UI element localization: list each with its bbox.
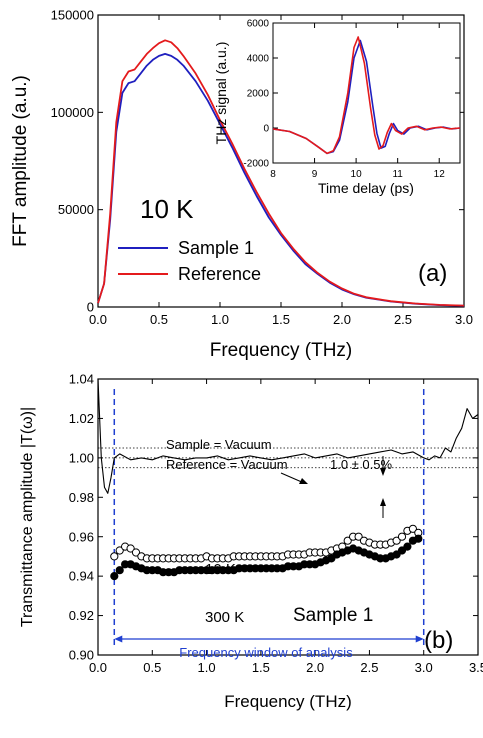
panel-b-frame: [97, 378, 479, 656]
arrowhead-tolerance-bottom: [380, 498, 386, 506]
series-300k-point: [403, 542, 412, 551]
series-300k-point: [110, 572, 119, 581]
arrowhead-tolerance-top: [380, 468, 386, 476]
panel-a-x-tick-label: 0.5: [150, 312, 168, 327]
panel-a-x-tick-label: 1.0: [211, 312, 229, 327]
panel-a-x-tick-label: 1.5: [272, 312, 290, 327]
window-arrowhead-left: [114, 635, 123, 643]
annotation-window: Frequency window of analysis: [179, 645, 353, 660]
annotation-sample-name: Sample 1: [293, 605, 373, 626]
inset-y-tick-label: 2000: [247, 89, 270, 100]
annotation-reference-vacuum: Reference = Vacuum: [166, 457, 288, 472]
panel-b-x-tick-label: 3.0: [415, 660, 433, 675]
panel-a-x-tick-label: 2.5: [394, 312, 412, 327]
series-10k-point: [354, 532, 363, 541]
panel-b-x-tick-label: 1.0: [198, 660, 216, 675]
panel-b-y-tick-label: 0.98: [69, 490, 94, 505]
panel-b-xlabel: Frequency (THz): [224, 692, 352, 711]
panel-b-ylabel: Transmittance amplitude |T(ω)|: [19, 407, 36, 627]
series-10k-point: [131, 548, 141, 557]
arrow-sample-vacuum: [280, 472, 305, 484]
panel-b-x-tick-label: 0.0: [89, 660, 107, 675]
panel-a-y-tick-label: 100000: [51, 105, 94, 120]
panel-b-y-tick-label: 1.04: [69, 372, 94, 387]
panel-b-x-tick-label: 2.5: [360, 660, 378, 675]
panel-b-label: (b): [424, 627, 453, 654]
panel-a-annotation: 10 K: [140, 194, 194, 224]
series-10k-point: [392, 536, 401, 545]
arrowhead-sample-vacuum: [299, 478, 308, 484]
annotation-sample-vacuum: Sample = Vacuum: [166, 437, 272, 452]
panel-a-xlabel: Frequency (THz): [210, 340, 353, 361]
panel-a-y-tick-label: 150000: [51, 8, 94, 23]
series-10k-point: [115, 546, 124, 555]
inset-x-tick-label: 11: [392, 169, 403, 180]
inset-plot: 8 9 10 11 12 -2000 0 2000 4000 6000 Time delay (p…: [213, 19, 461, 196]
inset-ylabel: THz signal (a.u.): [213, 42, 229, 145]
series-300k-point: [115, 566, 124, 575]
panel-b-x-tick-label: 2.0: [306, 660, 324, 675]
annotation-10k: 10 K: [205, 561, 236, 578]
series-300k-point: [327, 554, 336, 563]
panel-b: 0.0 0.5 1.0 1.5 2.0 2.5 3.0 3.5 0.90 0.92 0.94 0.96…: [19, 372, 483, 711]
series-10k-point: [408, 524, 417, 533]
panel-a-x-tick-label: 3.0: [455, 312, 473, 327]
arrows: [280, 456, 386, 518]
panel-b-y-tick-label: 1.02: [69, 411, 94, 426]
inset-y-tick-label: 6000: [247, 19, 270, 30]
panel-a-label: (a): [418, 260, 447, 287]
inset-x-tick-label: 10: [351, 169, 363, 180]
inset-series-reference-line: [272, 36, 461, 155]
inset-x-tick-label: 8: [270, 169, 276, 180]
panel-a-x-tick-label: 0.0: [89, 312, 107, 327]
panel-b-y-tick-label: 0.96: [69, 529, 94, 544]
inset-y-tick-label: 0: [263, 124, 269, 135]
series-10k-point: [110, 552, 119, 561]
series-10k-point: [343, 536, 352, 545]
annotation-tolerance: 1.0 ± 0.5%: [330, 457, 393, 472]
panel-b-y-tick-label: 1.00: [69, 450, 94, 465]
panel-a-y-tick-label: 50000: [58, 202, 94, 217]
inset-xlabel: Time delay (ps): [318, 180, 414, 196]
series-10k-point: [397, 532, 407, 541]
legend: Sample 1 Reference: [118, 238, 261, 284]
inset-x-tick-label: 12: [434, 169, 446, 180]
series-10k-point: [126, 544, 135, 553]
panel-b-y-tick-label: 0.94: [69, 569, 94, 584]
vacuum-transmittance-line: [97, 378, 479, 494]
inset-frame: [272, 22, 461, 164]
panel-a-y-tick-label: 0: [87, 300, 94, 315]
panel-b-x-tick-label: 0.5: [143, 660, 161, 675]
inset-y-tick-label: -2000: [243, 159, 269, 170]
panel-a-x-tick-label: 2.0: [333, 312, 351, 327]
panel-b-x-tick-label: 1.5: [252, 660, 270, 675]
legend-label-reference: Reference: [178, 264, 261, 284]
series-300k-point: [414, 534, 423, 543]
panel-a-ylabel: FFT amplitude (a.u.): [10, 75, 31, 247]
panel-b-y-tick-label: 0.90: [69, 648, 94, 663]
annotation-300k: 300 K: [205, 609, 244, 626]
panel-b-y-tick-label: 0.92: [69, 608, 94, 623]
panel-b-x-tick-label: 3.5: [469, 660, 483, 675]
inset-y-tick-label: 4000: [247, 54, 270, 65]
panel-a: 0.0 0.5 1.0 1.5 2.0 2.5 3.0050000100000150000 …: [10, 8, 473, 361]
series-300k-point: [392, 550, 401, 559]
legend-label-sample-1: Sample 1: [178, 238, 254, 258]
inset-x-tick-label: 9: [312, 169, 318, 180]
series-300k-point: [397, 546, 407, 555]
series-reference-line: [97, 39, 465, 307]
window-arrowhead-right: [415, 635, 424, 643]
